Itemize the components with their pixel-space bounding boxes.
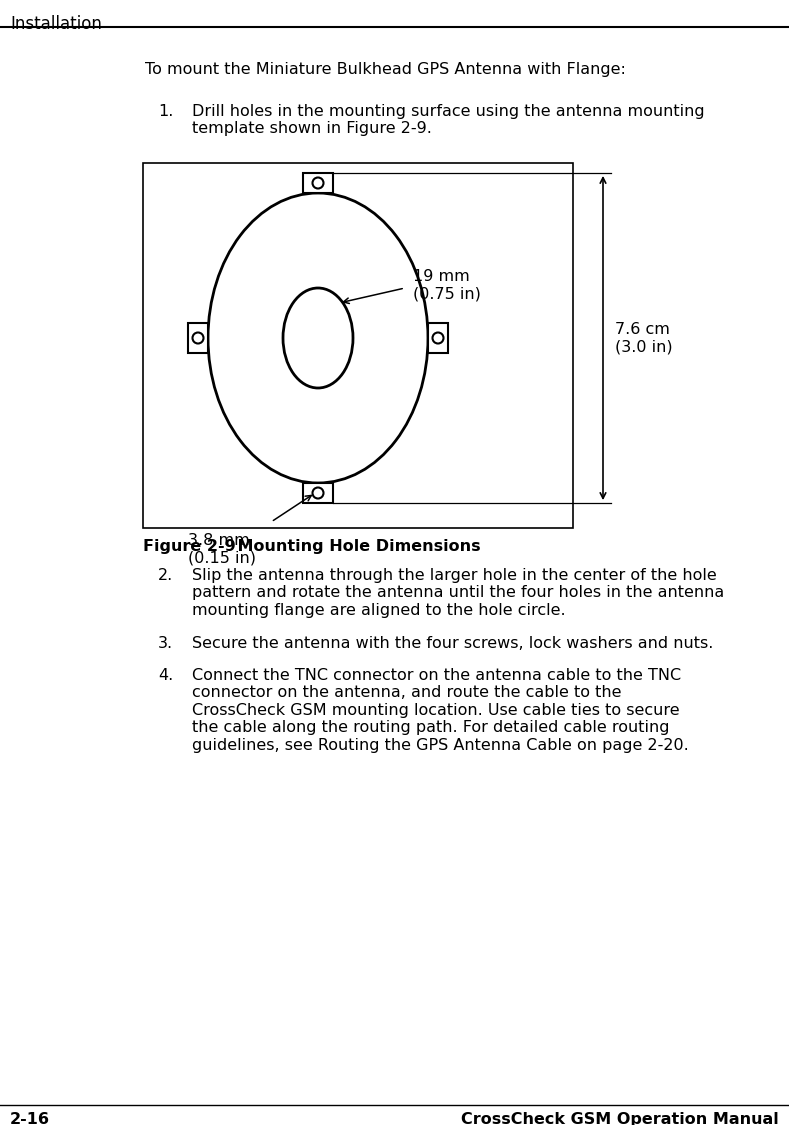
Text: To mount the Miniature Bulkhead GPS Antenna with Flange:: To mount the Miniature Bulkhead GPS Ante… [145,62,626,76]
Text: CrossCheck GSM Operation Manual: CrossCheck GSM Operation Manual [462,1112,779,1125]
Bar [303,173,333,194]
Text: 3.: 3. [158,636,173,651]
Text: Slip the antenna through the larger hole in the center of the hole
pattern and r: Slip the antenna through the larger hole… [192,568,724,618]
Text: Secure the antenna with the four screws, lock washers and nuts.: Secure the antenna with the four screws,… [192,636,713,651]
Text: 2.: 2. [158,568,174,583]
Text: Connect the TNC connector on the antenna cable to the TNC
connector on the anten: Connect the TNC connector on the antenna… [192,668,689,753]
Bar [303,483,333,503]
Text: Mounting Hole Dimensions: Mounting Hole Dimensions [215,539,481,554]
Text: 2-16: 2-16 [10,1112,50,1125]
Text: Figure 2-9: Figure 2-9 [143,539,236,554]
Bar [428,323,448,353]
Bar [188,323,208,353]
Text: 1.: 1. [158,104,174,119]
Text: 3.8 mm
(0.15 in): 3.8 mm (0.15 in) [188,533,256,566]
Text: Installation: Installation [10,15,102,33]
Text: 4.: 4. [158,668,174,683]
Text: Drill holes in the mounting surface using the antenna mounting
template shown in: Drill holes in the mounting surface usin… [192,104,705,136]
Text: 7.6 cm
(3.0 in): 7.6 cm (3.0 in) [615,322,673,354]
Text: 19 mm
(0.75 in): 19 mm (0.75 in) [413,269,481,302]
Bar [143,163,573,528]
